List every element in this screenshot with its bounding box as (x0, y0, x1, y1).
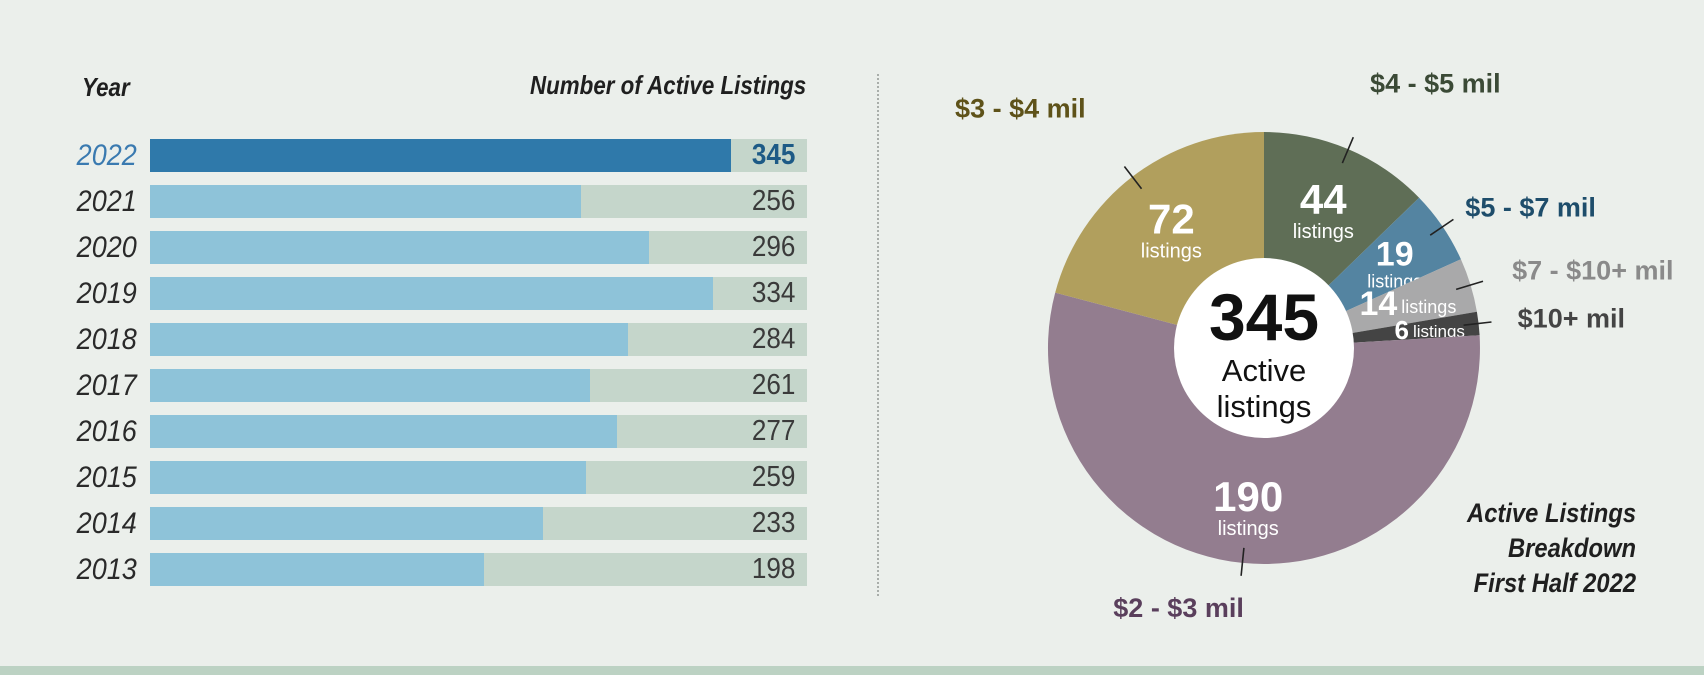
bar-year-label: 2018 (76, 323, 137, 356)
slice-value-label: 14 (1359, 285, 1397, 323)
slice-category-label: $7 - $10+ mil (1512, 256, 1673, 286)
slice-category-label: $10+ mil (1518, 303, 1625, 333)
slice-unit-label: listings (1401, 297, 1456, 317)
slice-callout-line (1463, 321, 1492, 326)
bar-row-2013: 2013 198 (0, 553, 820, 586)
slice-callout-line (1341, 136, 1355, 164)
bar-row-2019: 2019 334 (0, 277, 820, 310)
slice-category-label: $3 - $4 mil (955, 93, 1086, 123)
bar (150, 277, 713, 310)
slice-unit-label: listings (1218, 518, 1279, 540)
bar-track: 345 (150, 139, 807, 172)
donut-center-line-2: listings (1217, 389, 1312, 424)
bar-track: 256 (150, 185, 807, 218)
bar-year-label: 2015 (76, 461, 137, 494)
bar-track: 296 (150, 231, 807, 264)
slice-value-label: 6 (1394, 315, 1408, 345)
bar-track: 259 (150, 461, 807, 494)
bar-value-label: 334 (751, 277, 795, 309)
bar-value-label: 259 (751, 461, 795, 493)
slice-value-label: 19 (1376, 235, 1414, 273)
bar-row-2018: 2018 284 (0, 323, 820, 356)
bar-value-label: 261 (751, 369, 795, 401)
slice-unit-label: listings (1141, 241, 1202, 263)
bar-year-label: 2021 (76, 185, 137, 218)
bar-value-label: 345 (751, 139, 795, 171)
slice-category-label: $2 - $3 mil (1113, 593, 1244, 623)
bar-year-label: 2019 (76, 277, 137, 310)
bar-value-label: 198 (751, 553, 795, 585)
bar-value-label: 233 (751, 507, 795, 539)
bar-track: 198 (150, 553, 807, 586)
slice-category-label: $5 - $7 mil (1465, 192, 1596, 222)
bottom-strip (0, 666, 1704, 675)
slice-callout-line (1455, 280, 1484, 291)
bar (150, 369, 590, 402)
donut-total-value: 345 (1209, 280, 1319, 354)
slice-unit-label: listings (1293, 221, 1354, 243)
slice-callout-line (1429, 218, 1454, 236)
bar (150, 507, 543, 540)
slice-value-label: 72 (1148, 196, 1195, 243)
bar-year-label: 2014 (76, 507, 137, 540)
bar-value-label: 284 (751, 323, 795, 355)
bar-row-2017: 2017 261 (0, 369, 820, 402)
bar (150, 139, 732, 172)
bar-row-2020: 2020 296 (0, 231, 820, 264)
bar-track: 261 (150, 369, 807, 402)
bar-track: 233 (150, 507, 807, 540)
panel-divider (877, 74, 879, 596)
pie-caption-line-3: First Half 2022 (1473, 568, 1636, 598)
slice-callout-line (1123, 166, 1143, 190)
slice-category-label: $4 - $5 mil (1370, 68, 1501, 98)
slice-value-label: 44 (1300, 176, 1347, 223)
bar-year-label: 2013 (76, 553, 137, 586)
bar-value-label: 277 (751, 415, 795, 447)
bar-row-2014: 2014 233 (0, 507, 820, 540)
pie-caption-line-1: Active Listings (1466, 498, 1636, 528)
slice-value-label: 190 (1213, 473, 1283, 520)
bar-year-label: 2016 (76, 415, 137, 448)
pie-caption-line-2: Breakdown (1507, 533, 1636, 563)
bar-row-2016: 2016 277 (0, 415, 820, 448)
bar (150, 415, 617, 448)
donut-center-line-1: Active (1222, 353, 1306, 388)
year-column-header: Year (82, 72, 130, 102)
bar-value-label: 256 (751, 185, 795, 217)
bar (150, 323, 629, 356)
bar-row-2021: 2021 256 (0, 185, 820, 218)
bar-year-label: 2017 (76, 369, 137, 402)
bar-row-2022: 2022 345 (0, 139, 820, 172)
bar (150, 185, 582, 218)
bar-track: 284 (150, 323, 807, 356)
bar-year-label: 2022 (76, 139, 137, 172)
bar-track: 334 (150, 277, 807, 310)
bar (150, 231, 649, 264)
slice-callout-line (1240, 547, 1245, 576)
listings-column-header: Number of Active Listings (529, 70, 806, 100)
slice-unit-label: listings (1413, 322, 1465, 341)
bar-row-2015: 2015 259 (0, 461, 820, 494)
pie-caption: Active Listings Breakdown First Half 202… (1444, 496, 1636, 601)
bar (150, 461, 587, 494)
bar (150, 553, 484, 586)
bar-track: 277 (150, 415, 807, 448)
bar-year-label: 2020 (76, 231, 137, 264)
bar-value-label: 296 (751, 231, 795, 263)
donut-center (1174, 258, 1354, 438)
